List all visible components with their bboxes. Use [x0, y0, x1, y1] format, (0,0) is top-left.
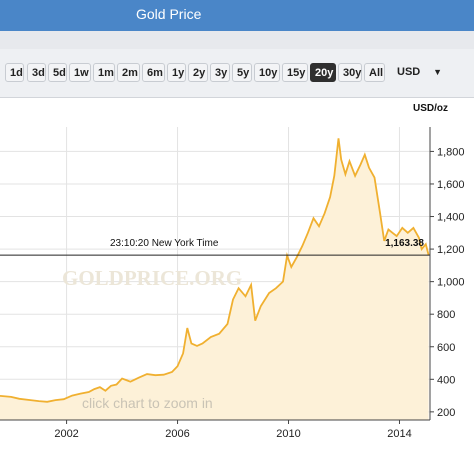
y-tick-label: 1,600: [437, 179, 465, 191]
y-tick-label: 800: [437, 309, 455, 321]
x-ticks: 2002 2006 2010 2014: [54, 420, 412, 440]
chevron-down-icon: ▼: [433, 67, 442, 77]
y-tick-label: 1,000: [437, 277, 465, 289]
crosshair-time: 23:10:20 New York Time: [110, 238, 219, 249]
range-button-15y[interactable]: 15y: [282, 63, 308, 82]
range-button-2y[interactable]: 2y: [188, 63, 208, 82]
window-title: Gold Price: [136, 6, 202, 22]
currency-value: USD: [397, 66, 421, 78]
range-button-3y[interactable]: 3y: [210, 63, 230, 82]
y-tick-label: 400: [437, 374, 455, 386]
title-bar: Gold Price: [0, 0, 474, 31]
range-toolbar: 1d 3d 5d 1w 1m 2m 6m 1y 2y 3y 5y 10y 15y…: [0, 49, 474, 98]
range-button-1w[interactable]: 1w: [69, 63, 91, 82]
y-tick-label: 600: [437, 342, 455, 354]
gold-price-chart[interactable]: GOLDPRICE.ORG click chart to zoom in 23:…: [0, 97, 474, 474]
range-button-1d[interactable]: 1d: [5, 63, 24, 82]
y-tick-label: 200: [437, 407, 455, 419]
price-line: [0, 138, 430, 403]
watermark-text: GOLDPRICE.ORG: [62, 266, 242, 290]
y-tick-label: 1,800: [437, 146, 465, 158]
x-tick-label: 2006: [165, 428, 189, 440]
crosshair-price: 1,163.38: [385, 238, 424, 249]
header-spacer: [0, 31, 474, 49]
range-button-all[interactable]: All: [364, 63, 385, 82]
range-button-1m[interactable]: 1m: [93, 63, 115, 82]
range-button-5d[interactable]: 5d: [48, 63, 67, 82]
y-tick-label: 1,400: [437, 212, 465, 224]
x-tick-label: 2010: [276, 428, 300, 440]
price-area-fill: [0, 138, 429, 420]
range-button-6m[interactable]: 6m: [142, 63, 165, 82]
range-button-5y[interactable]: 5y: [232, 63, 252, 82]
range-button-20y[interactable]: 20y: [310, 63, 336, 82]
y-ticks: 200 400 600 800 1,000 1,200 1,400 1,600 1,800: [430, 146, 465, 419]
zoom-hint-text: click chart to zoom in: [82, 395, 213, 411]
range-button-30y[interactable]: 30y: [338, 63, 362, 82]
y-tick-label: 1,200: [437, 244, 465, 256]
x-tick-label: 2014: [387, 428, 411, 440]
range-button-3d[interactable]: 3d: [27, 63, 46, 82]
range-button-10y[interactable]: 10y: [254, 63, 280, 82]
y-axis-unit-label: USD/oz: [413, 103, 448, 114]
currency-select[interactable]: USD ▼: [393, 62, 447, 83]
x-tick-label: 2002: [54, 428, 78, 440]
range-button-2m[interactable]: 2m: [117, 63, 140, 82]
range-button-1y[interactable]: 1y: [167, 63, 186, 82]
